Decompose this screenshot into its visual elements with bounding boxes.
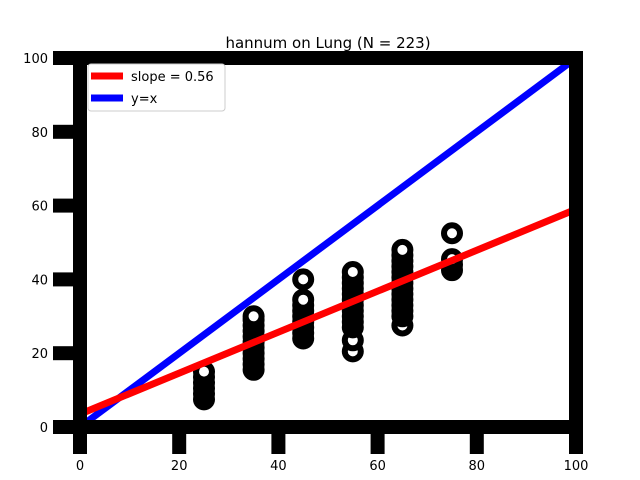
data-point (391, 238, 414, 261)
x-tick-mark (73, 434, 87, 454)
axes-frame (73, 51, 583, 434)
data-point (242, 305, 265, 328)
x-tick-mark (271, 434, 286, 454)
y-tick-label: 80 (31, 126, 48, 141)
y-tick-mark (53, 198, 73, 213)
data-point (292, 288, 315, 311)
x-tick-label: 60 (369, 459, 386, 474)
axes: 0 20 40 60 80 100 0 20 40 60 80 100 (23, 51, 588, 474)
y-tick-mark (53, 272, 73, 287)
y-tick-label: 60 (31, 200, 48, 215)
data-point (292, 268, 315, 291)
y-tick-label: 0 (40, 421, 48, 436)
series-line-slope-0-56 (78, 206, 578, 418)
x-tick-label: 0 (76, 459, 84, 474)
y-tick-mark (53, 51, 73, 65)
y-tick-label: 40 (31, 273, 48, 288)
y-tick-label: 20 (31, 347, 48, 362)
x-tick-mark (172, 434, 187, 454)
data-point (341, 261, 364, 284)
data-point (441, 222, 463, 245)
x-tick-label: 100 (564, 459, 589, 474)
legend: slope = 0.56 y=x (87, 63, 226, 112)
y-tick-mark (53, 420, 73, 434)
y-tick-label: 100 (23, 52, 48, 67)
x-tick-label: 80 (469, 459, 486, 474)
y-tick-mark (53, 346, 73, 361)
x-tick-mark (469, 434, 484, 454)
legend-label: y=x (131, 92, 158, 107)
x-tick-mark (569, 434, 583, 454)
series-line-y-x (77, 55, 579, 430)
legend-label: slope = 0.56 (131, 70, 214, 85)
x-tick-label: 40 (270, 459, 287, 474)
plot-area (77, 55, 579, 430)
x-tick-label: 20 (171, 459, 188, 474)
y-tick-mark (53, 124, 73, 139)
x-tick-mark (370, 434, 385, 454)
chart-title: hannum on Lung (N = 223) (225, 34, 430, 52)
